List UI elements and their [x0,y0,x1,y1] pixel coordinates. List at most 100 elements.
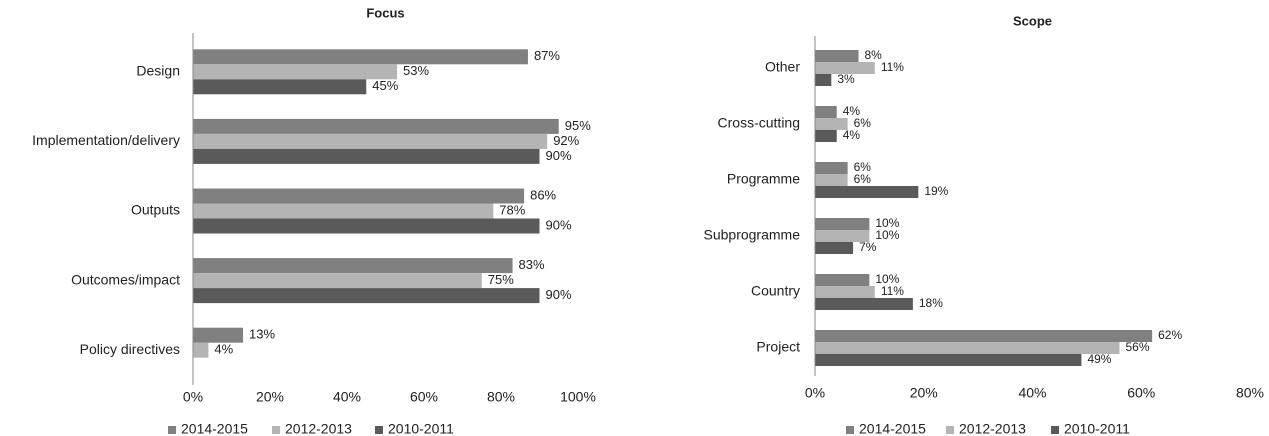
x-tick-label: 20% [910,385,938,401]
bar [815,174,848,186]
bar [193,49,528,65]
bar [815,62,875,74]
y-tick-label: Implementation/delivery [32,132,180,148]
bar [815,130,837,142]
legend-swatch [946,426,954,434]
legend-swatch [375,426,383,434]
chart-title: Scope [1013,13,1052,28]
value-label: 90% [546,217,572,232]
bar [193,133,548,149]
value-label: 87% [534,48,560,63]
bar [193,342,209,358]
value-label: 90% [546,148,572,163]
value-label: 6% [854,172,872,186]
value-label: 3% [837,72,855,86]
bar [193,148,540,164]
y-tick-label: Project [756,339,800,355]
value-label: 62% [1158,328,1182,342]
value-label: 45% [372,78,398,93]
value-label: 75% [488,272,514,287]
bar [815,50,859,62]
bar [193,188,525,204]
value-label: 56% [1126,340,1150,354]
value-label: 10% [875,228,899,242]
legend-label: 2012-2013 [959,421,1026,436]
value-label: 10% [875,272,899,286]
bar [815,342,1120,354]
y-tick-label: Other [765,59,800,75]
value-label: 11% [881,60,904,74]
chart-title: Focus [366,5,404,20]
y-tick-label: Outputs [131,202,180,218]
value-label: 10% [875,216,899,230]
bar [193,218,540,234]
legend-swatch [1051,426,1059,434]
value-label: 6% [854,160,872,174]
bar [193,203,494,219]
legend-label: 2014-2015 [181,421,248,436]
y-tick-label: Subprogramme [704,227,801,243]
bar [815,274,870,286]
value-label: 8% [865,48,883,62]
x-tick-label: 80% [1236,385,1264,401]
bar [815,118,848,130]
bar [193,273,482,289]
bar [815,242,854,254]
x-tick-label: 80% [487,389,515,405]
legend-label: 2010-2011 [388,421,454,436]
value-label: 19% [924,184,948,198]
legend-label: 2012-2013 [285,421,352,436]
bar [193,79,367,95]
y-tick-label: Design [136,63,180,79]
legend-swatch [846,426,854,434]
value-label: 53% [403,63,429,78]
legend-label: 2014-2015 [859,421,926,436]
bar [815,186,919,198]
y-tick-label: Country [751,283,800,299]
x-tick-label: 40% [333,389,361,405]
x-tick-label: 40% [1018,385,1046,401]
bar [193,327,244,343]
legend-label: 2010-2011 [1064,421,1130,436]
bar [815,354,1082,366]
value-label: 86% [530,187,556,202]
x-tick-label: 100% [560,389,596,405]
value-label: 4% [843,104,861,118]
y-tick-label: Programme [727,171,800,187]
value-label: 78% [499,202,525,217]
value-label: 7% [859,240,877,254]
bar [815,286,875,298]
value-label: 11% [881,284,904,298]
bar [815,218,870,230]
bar [815,106,837,118]
legend-swatch [272,426,280,434]
bar [193,118,559,134]
x-tick-label: 0% [805,385,825,401]
x-tick-label: 60% [1127,385,1155,401]
bar [815,162,848,174]
bar [193,64,398,80]
value-label: 90% [546,287,572,302]
value-label: 92% [553,133,579,148]
bar [193,258,513,274]
bar [815,74,832,86]
bar [815,230,870,242]
value-label: 83% [519,257,545,272]
value-label: 49% [1087,352,1111,366]
x-tick-label: 60% [410,389,438,405]
value-label: 95% [565,118,591,133]
value-label: 13% [249,327,275,342]
bar [815,330,1153,342]
bar [193,288,540,304]
value-label: 4% [214,342,233,357]
x-tick-label: 20% [256,389,284,405]
y-tick-label: Policy directives [80,341,180,357]
y-tick-label: Outcomes/impact [71,271,180,287]
x-tick-label: 0% [183,389,203,405]
legend-swatch [168,426,176,434]
y-tick-label: Cross-cutting [718,115,800,131]
value-label: 6% [854,116,872,130]
bar [815,298,913,310]
